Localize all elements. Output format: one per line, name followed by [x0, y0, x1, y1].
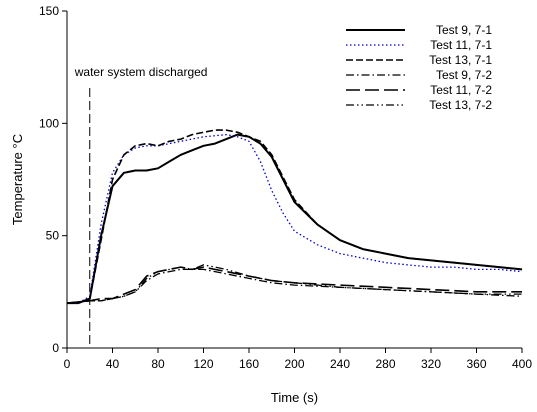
- series-line-6: [66, 264, 522, 304]
- series-lines: [66, 129, 523, 305]
- y-tick-label: 0: [52, 341, 59, 355]
- x-tick-label: 240: [330, 357, 350, 371]
- legend-label-2: Test 11, 7-1: [430, 38, 492, 52]
- series-line-1: [67, 133, 523, 305]
- legend-label-3: Test 13, 7-1: [429, 53, 492, 67]
- legend-label-5: Test 11, 7-2: [430, 83, 492, 97]
- y-tick-label: 50: [46, 229, 60, 243]
- x-tick-label: 160: [239, 357, 259, 371]
- legend-label-6: Test 13, 7-2: [429, 98, 492, 112]
- series-line-3: [67, 129, 523, 304]
- legend-label-1: Test 9, 7-1: [436, 23, 492, 37]
- series-line-2: [67, 133, 523, 304]
- y-axis-title-unit: °C: [10, 134, 25, 149]
- x-tick-label: 40: [106, 357, 120, 371]
- x-axis-ticks: 0 40 80 120 160 200 240 280 320 360 400: [64, 348, 532, 371]
- legend-label-4: Test 9, 7-2: [436, 68, 492, 82]
- x-tick-label: 0: [64, 357, 71, 371]
- x-tick-label: 360: [466, 357, 486, 371]
- y-axis-title: Temperature °C: [10, 134, 25, 225]
- x-tick-label: 280: [375, 357, 395, 371]
- x-tick-label: 400: [512, 357, 532, 371]
- x-tick-label: 80: [151, 357, 165, 371]
- x-axis-title: Time (s): [271, 390, 318, 405]
- series-line-4: [66, 268, 523, 304]
- y-axis-title-text: Temperature: [10, 149, 25, 226]
- y-tick-label: 100: [39, 116, 59, 130]
- x-tick-label: 200: [284, 357, 304, 371]
- x-tick-label: 320: [421, 357, 441, 371]
- series-line-5: [66, 266, 522, 304]
- y-axis-ticks: 0 50 100 150: [39, 4, 67, 355]
- discharge-annotation-label: water system discharged: [74, 65, 208, 79]
- discharge-annotation: water system discharged: [74, 65, 208, 348]
- y-tick-label: 150: [39, 4, 59, 18]
- x-tick-label: 120: [193, 357, 213, 371]
